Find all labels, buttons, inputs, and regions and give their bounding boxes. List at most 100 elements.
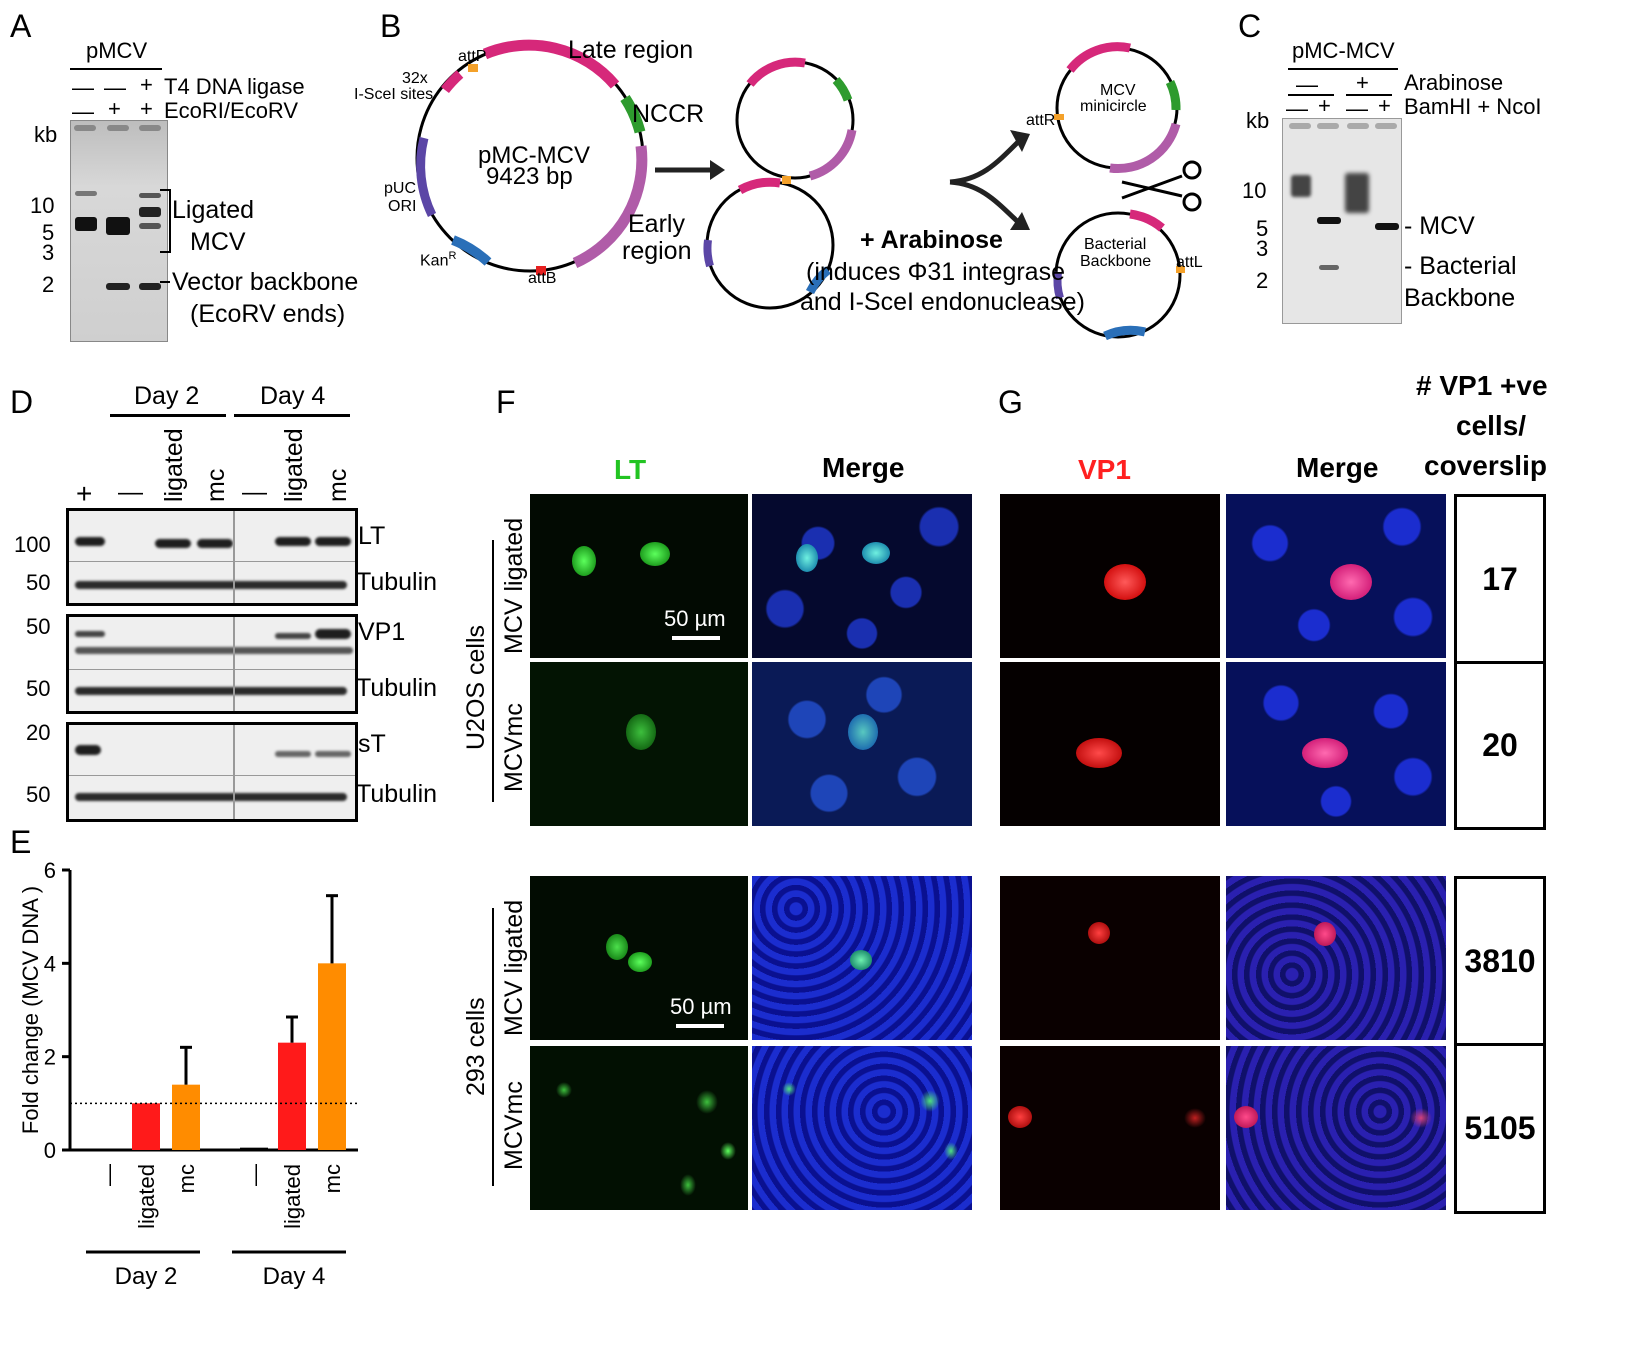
panel-a-vector-label-2: (EcoRV ends) bbox=[190, 300, 346, 328]
blot1-label-top: LT bbox=[358, 522, 386, 550]
micrograph-u2os-ligated-vp1-merge bbox=[1226, 494, 1446, 658]
puc-ori-arc bbox=[416, 136, 437, 217]
panel-a-row2-sign-3: + bbox=[140, 96, 153, 121]
panel-c-bact-label-1: - Bacterial bbox=[1404, 252, 1517, 280]
blot1-marker-bottom: 50 bbox=[26, 570, 51, 595]
panel-b-attr: attR bbox=[1026, 112, 1056, 129]
count-table-u2os: 17 20 bbox=[1454, 494, 1546, 830]
blot1-label-bottom: Tubulin bbox=[356, 568, 438, 596]
gel-band bbox=[139, 283, 161, 290]
panel-b-bacterial-1: Bacterial bbox=[1084, 236, 1147, 253]
gel-well bbox=[1289, 123, 1311, 129]
panel-c-title: pMC-MCV bbox=[1292, 38, 1395, 63]
panel-c-row1-line-2 bbox=[1346, 94, 1392, 96]
nccr-arc bbox=[620, 94, 646, 134]
panel-a-marker-3: 3 bbox=[42, 240, 55, 265]
panel-a-ligated-label-1: Ligated bbox=[172, 196, 255, 224]
panel-d-lane-6: ligated bbox=[280, 428, 308, 502]
y-tick-label: 4 bbox=[44, 951, 56, 976]
micrograph-u2os-mc-merge bbox=[752, 662, 972, 826]
bar bbox=[278, 1042, 306, 1150]
panel-a-marker-2: 2 bbox=[42, 272, 55, 297]
gel-band bbox=[106, 283, 130, 290]
y-tick-label: 0 bbox=[44, 1138, 56, 1163]
panel-d-day4-line bbox=[234, 414, 350, 417]
y-axis-label: Fold change (MCV DNA ) bbox=[18, 886, 43, 1134]
micrograph-293-ligated-merge bbox=[752, 876, 972, 1040]
panel-g-count-header-2: cells/ bbox=[1456, 410, 1527, 441]
blot1-marker-top: 100 bbox=[14, 532, 51, 557]
panel-c-title-line bbox=[1288, 68, 1398, 70]
western-blot-vp1 bbox=[66, 614, 358, 714]
panel-b-attl: attL bbox=[1176, 254, 1203, 271]
panel-a-ligated-label-2: MCV bbox=[190, 228, 246, 256]
panel-f-293-row-mc: MCVmc bbox=[500, 1081, 528, 1170]
bar bbox=[240, 1147, 268, 1150]
late-region-arc bbox=[482, 39, 620, 89]
panel-b-puc-1: pUC bbox=[384, 180, 417, 197]
x-tick-label: mc bbox=[320, 1164, 345, 1193]
panel-d-lane-4: mc bbox=[202, 468, 230, 502]
gel-band bbox=[139, 207, 161, 217]
panel-c-marker-5: 5 bbox=[1256, 216, 1269, 241]
blot3-marker-bottom: 50 bbox=[26, 782, 51, 807]
scissors-icon bbox=[1121, 160, 1202, 212]
panel-a-vector-label-1: Vector backbone bbox=[172, 268, 359, 296]
micrograph-u2os-ligated-vp1 bbox=[1000, 494, 1220, 658]
panel-c-row2-sign-3: — bbox=[1346, 96, 1368, 121]
panel-d-lane-3: ligated bbox=[160, 428, 188, 502]
panel-f-lt-header: LT bbox=[614, 454, 647, 485]
group-label-day4: Day 4 bbox=[263, 1263, 326, 1290]
panel-g-vp1-header: VP1 bbox=[1078, 454, 1131, 485]
micrograph-u2os-mc-lt bbox=[530, 662, 748, 826]
panel-b-kan-text: Kan bbox=[420, 252, 449, 270]
panel-c-row1-label: Arabinose bbox=[1404, 70, 1504, 95]
micrograph-u2os-mc-vp1-merge bbox=[1226, 662, 1446, 826]
gel-well bbox=[74, 125, 96, 131]
panel-f-293-row-ligated: MCV ligated bbox=[500, 899, 528, 1036]
gel-band bbox=[75, 191, 97, 196]
micrograph-u2os-ligated-merge bbox=[752, 494, 972, 658]
x-tick-label: ligated bbox=[134, 1164, 159, 1229]
micrograph-293-ligated-vp1-merge bbox=[1226, 876, 1446, 1040]
blot3-marker-top: 20 bbox=[26, 720, 51, 745]
gel-band bbox=[1345, 173, 1369, 213]
panel-b-early-1: Early bbox=[628, 210, 685, 238]
panel-g-merge-header: Merge bbox=[1296, 452, 1379, 483]
panel-b-induces-2: and I-SceI endonuclease) bbox=[800, 288, 1085, 316]
panel-d-lane-1: + bbox=[76, 478, 93, 509]
panel-label-f: F bbox=[496, 384, 516, 420]
scale-bar-label: 50 µm bbox=[664, 606, 726, 631]
panel-b-kan: KanR bbox=[420, 250, 456, 270]
micrograph-u2os-ligated-lt: 50 µm bbox=[530, 494, 748, 658]
blot3-label-bottom: Tubulin bbox=[356, 780, 438, 808]
panel-a-title: pMCV bbox=[86, 38, 148, 63]
panel-a-marker-5: 5 bbox=[42, 220, 55, 245]
panel-a-marker-10: 10 bbox=[30, 193, 55, 218]
panel-b-puc-2: ORI bbox=[388, 198, 417, 215]
micrograph-293-mc-vp1-merge bbox=[1226, 1046, 1446, 1210]
panel-c-mcv-label: - MCV bbox=[1404, 212, 1475, 240]
count-table-293: 3810 5105 bbox=[1454, 876, 1546, 1214]
panel-b-plasmid-size: 9423 bp bbox=[486, 163, 573, 190]
scale-bar-line bbox=[676, 1024, 724, 1028]
scale-bar-label: 50 µm bbox=[670, 994, 732, 1019]
panel-c-row2-sign-1: — bbox=[1286, 96, 1308, 121]
cells293-bracket bbox=[492, 908, 494, 1186]
panel-d-lane-7: mc bbox=[324, 468, 352, 502]
panel-a-kb-label: kb bbox=[34, 122, 58, 147]
group-label-day2: Day 2 bbox=[115, 1263, 178, 1290]
panel-d-lane-5: — bbox=[242, 478, 267, 506]
panel-b-diagram bbox=[415, 39, 1202, 340]
panel-d-lane-2: — bbox=[118, 478, 143, 506]
x-tick-label: — bbox=[96, 1164, 121, 1186]
gel-well bbox=[1317, 123, 1339, 129]
y-tick-label: 6 bbox=[44, 858, 56, 883]
panel-b-minicircle-1: MCV bbox=[1100, 82, 1136, 99]
gel-band bbox=[139, 193, 161, 198]
gel-well bbox=[139, 125, 161, 131]
gel-well bbox=[107, 125, 129, 131]
arrow-3 bbox=[949, 179, 1020, 224]
panel-label-g: G bbox=[998, 384, 1023, 420]
